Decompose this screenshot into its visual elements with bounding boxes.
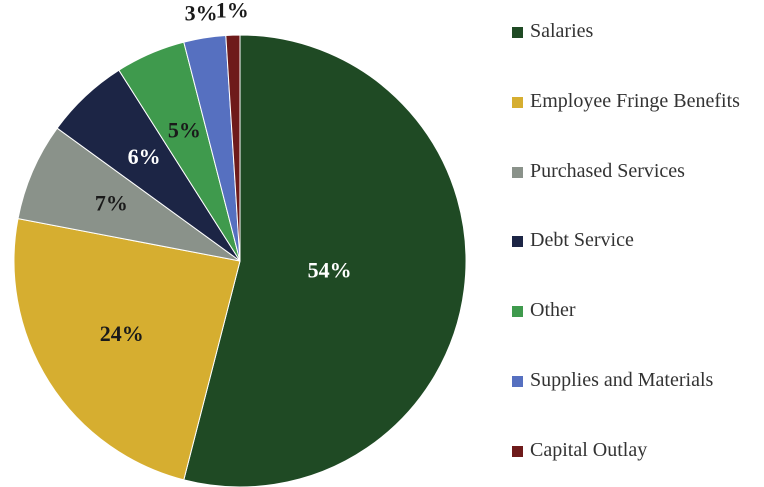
slice-label: 1% (216, 0, 249, 23)
slice-label: 6% (128, 144, 161, 169)
legend-swatch (512, 27, 523, 38)
slice-label: 3% (185, 1, 218, 26)
legend-label: Capital Outlay (530, 439, 648, 461)
legend-label: Supplies and Materials (530, 369, 714, 391)
legend-item: Other (512, 297, 757, 324)
legend-item: Employee Fringe Benefits (512, 88, 757, 115)
legend-item: Debt Service (512, 227, 757, 254)
legend-label: Employee Fringe Benefits (530, 90, 740, 112)
legend-swatch (512, 376, 523, 387)
pie-slice (225, 34, 241, 262)
legend-item: Salaries (512, 18, 757, 45)
legend-swatch (512, 446, 523, 457)
slice-label: 5% (168, 117, 201, 142)
legend-swatch (512, 306, 523, 317)
legend-label: Salaries (530, 20, 594, 42)
legend-label: Debt Service (530, 229, 634, 251)
slice-label: 54% (308, 257, 352, 282)
legend-item: Capital Outlay (512, 437, 757, 464)
chart: 54% 24% 7%6% 5% 3%1% (13, 0, 467, 487)
slice-label: 24% (100, 321, 144, 346)
legend-swatch (512, 167, 523, 178)
pie-slice (13, 218, 241, 481)
legend-item: Purchased Services (512, 158, 757, 185)
legend-swatch (512, 236, 523, 247)
legend-swatch (512, 97, 523, 108)
legend-label: Other (530, 299, 576, 321)
pie-slice (183, 34, 467, 487)
slice-label: 7% (95, 190, 128, 215)
legend-item: Supplies and Materials (512, 367, 757, 394)
legend-label: Purchased Services (530, 160, 685, 182)
